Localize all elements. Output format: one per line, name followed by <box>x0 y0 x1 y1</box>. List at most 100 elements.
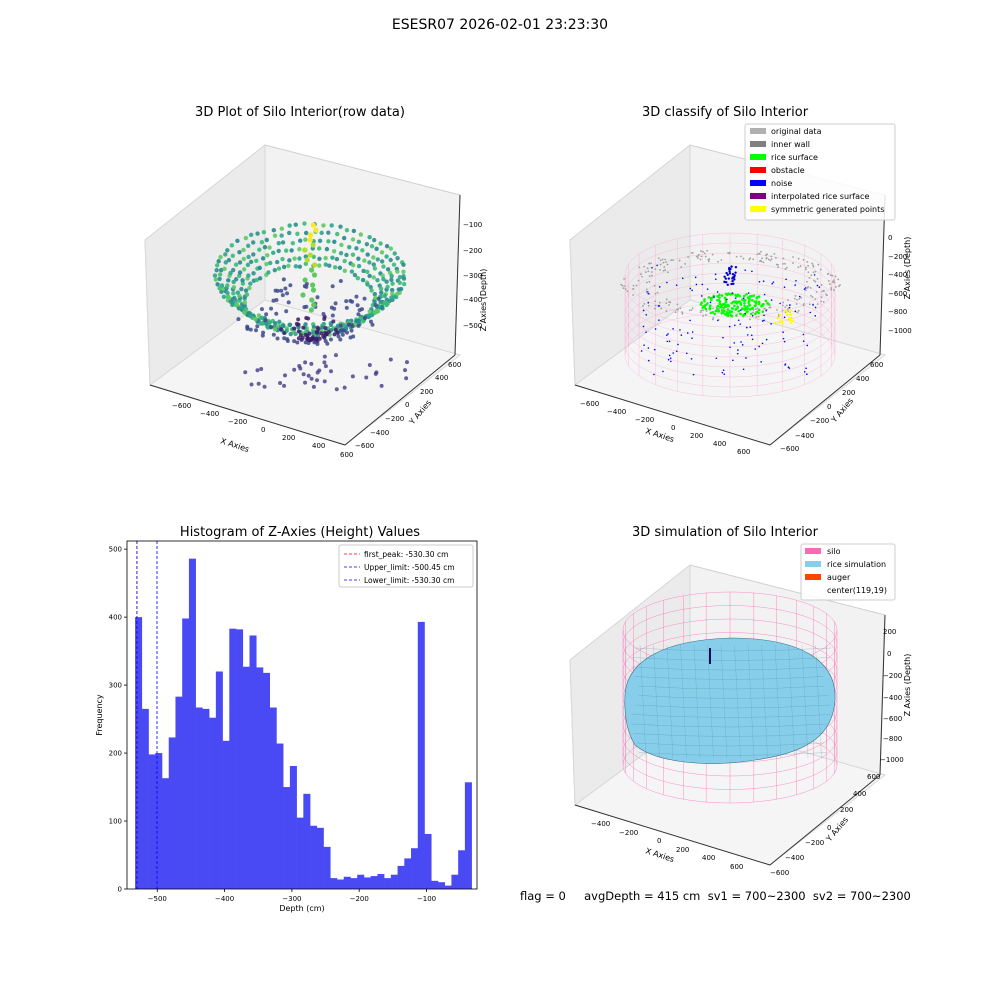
legend-swatch-rice-surface <box>750 154 766 160</box>
simulation-3d-panel: 3D simulation of Silo Interior −400 −200… <box>569 525 912 877</box>
histogram-bar <box>411 848 419 889</box>
histogram-bar <box>148 754 156 889</box>
raw-zlabel: Z Axies (Depth) <box>479 269 488 332</box>
raw-ytick: −400 <box>370 429 389 437</box>
legend-swatch-silo <box>805 548 821 554</box>
simulation-ztick: −800 <box>883 735 902 743</box>
raw-xlabel: X Axies <box>219 436 250 454</box>
legend-label: inner wall <box>771 140 810 149</box>
histogram-ytick: 400 <box>109 614 122 622</box>
histogram-bars <box>135 558 472 889</box>
classify-zlabel: Z Axies (Depth) <box>903 237 912 300</box>
raw-ztick: −100 <box>463 221 482 229</box>
classify-ytick: 200 <box>842 389 855 397</box>
simulation-xtick: 400 <box>702 854 715 862</box>
histogram-bar <box>256 667 264 889</box>
simulation-ytick: 0 <box>827 824 831 832</box>
legend-label: auger <box>827 573 851 582</box>
simulation-ytick: −400 <box>785 854 804 862</box>
raw-ytick: −200 <box>385 415 404 423</box>
simulation-zlabel: Z Axies (Depth) <box>903 654 912 717</box>
classify-xtick: −200 <box>635 416 654 424</box>
simulation-ztick: −600 <box>883 715 902 723</box>
raw-xtick: 600 <box>340 451 353 459</box>
raw-ztick: −400 <box>463 296 482 304</box>
legend-label: interpolated rice surface <box>771 192 869 201</box>
classify-xtick: 600 <box>737 448 750 456</box>
legend-label: center(119,19) <box>827 586 887 595</box>
simulation-ytick: −200 <box>805 839 824 847</box>
histogram-panel: Histogram of Z-Axies (Height) Values −50… <box>95 525 478 913</box>
histogram-bar <box>135 617 143 889</box>
classify-xtick: 400 <box>713 440 726 448</box>
simulation-ytick: −600 <box>770 869 789 877</box>
classify-ytick: −600 <box>780 445 799 453</box>
histogram-legend-label: Upper_limit: -500.45 cm <box>364 563 455 572</box>
histogram-bar <box>357 874 365 889</box>
histogram-xtick: −300 <box>282 895 301 903</box>
figure-footer-status: flag = 0 avgDepth = 415 cm sv1 = 700~230… <box>520 889 911 903</box>
histogram-bar <box>404 858 412 889</box>
legend-swatch-noise <box>750 180 766 186</box>
histogram-bar <box>209 717 217 889</box>
classify-xticks: −600 −400 −200 0 200 400 600 <box>580 400 750 456</box>
classify-3d-panel: 3D classify of Silo Interior −600 −400 −… <box>569 105 912 456</box>
simulation-xtick: 0 <box>657 837 661 845</box>
histogram-bar <box>370 876 378 889</box>
histogram-xtick: −400 <box>215 895 234 903</box>
legend-label: original data <box>771 127 822 136</box>
simulation-xlabel: X Axies <box>644 846 675 864</box>
histogram-bar <box>437 882 445 889</box>
classify-panel-title: 3D classify of Silo Interior <box>642 105 809 120</box>
histogram-bar <box>168 737 176 889</box>
raw-point-cloud <box>212 221 409 392</box>
histogram-bar <box>431 880 439 889</box>
simulation-zticks: 200 0 −200 −400 −600 −800 −1000 <box>880 628 904 764</box>
histogram-bar <box>424 833 432 889</box>
classify-yticks: −600 −400 −200 0 200 400 600 <box>780 361 883 453</box>
classify-xtick: −400 <box>607 408 626 416</box>
classify-ylabel: Y Axies <box>829 396 855 425</box>
raw-xtick: 400 <box>312 442 325 450</box>
histogram-bar <box>202 708 210 889</box>
simulation-ztick: −1000 <box>880 756 904 764</box>
histogram-bar <box>182 618 190 889</box>
histogram-bar <box>195 707 203 889</box>
histogram-bar <box>262 672 270 889</box>
histogram-bar <box>330 878 338 889</box>
simulation-ytick: 600 <box>867 773 880 781</box>
histogram-bar <box>249 635 257 889</box>
histogram-bar <box>397 865 405 889</box>
raw-ytick: 200 <box>420 388 433 396</box>
histogram-legend-label: Lower_limit: -530.30 cm <box>364 576 454 585</box>
simulation-ztick: 0 <box>887 650 891 658</box>
legend-label: obstacle <box>771 166 805 175</box>
histogram-bar <box>162 778 170 889</box>
simulation-xtick: 200 <box>676 846 689 854</box>
classify-point-cloud <box>620 232 841 398</box>
classify-ztick: −400 <box>888 271 907 279</box>
histogram-bar <box>175 696 183 889</box>
histogram-bar <box>310 825 318 889</box>
legend-label: silo <box>827 547 841 556</box>
histogram-bar <box>222 740 230 889</box>
histogram-title: Histogram of Z-Axies (Height) Values <box>180 525 420 540</box>
histogram-legend: first_peak: -530.30 cm Upper_limit: -500.… <box>338 544 474 588</box>
legend-label: rice surface <box>771 153 818 162</box>
histogram-xtick: −200 <box>350 895 369 903</box>
histogram-bar <box>236 629 244 889</box>
classify-ztick: −200 <box>888 253 907 261</box>
histogram-bar <box>337 879 345 889</box>
histogram-frame <box>126 540 478 890</box>
raw-ytick: 400 <box>435 374 448 382</box>
raw-ztick: −200 <box>463 247 482 255</box>
histogram-bar <box>283 787 291 889</box>
simulation-xtick: −400 <box>591 820 610 828</box>
histogram-yticks: 0 100 200 300 400 500 <box>109 546 127 894</box>
raw-ztick: −500 <box>463 322 482 330</box>
histogram-xticks: −500 −400 −300 −200 −100 <box>148 889 436 903</box>
classify-legend: original data inner wall rice surface ob… <box>744 123 896 221</box>
histogram-bar <box>464 782 472 889</box>
histogram-bar <box>316 827 324 889</box>
simulation-ztick: −200 <box>883 672 902 680</box>
